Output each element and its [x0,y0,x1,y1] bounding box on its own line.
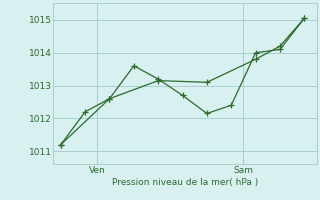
X-axis label: Pression niveau de la mer( hPa ): Pression niveau de la mer( hPa ) [112,178,258,187]
